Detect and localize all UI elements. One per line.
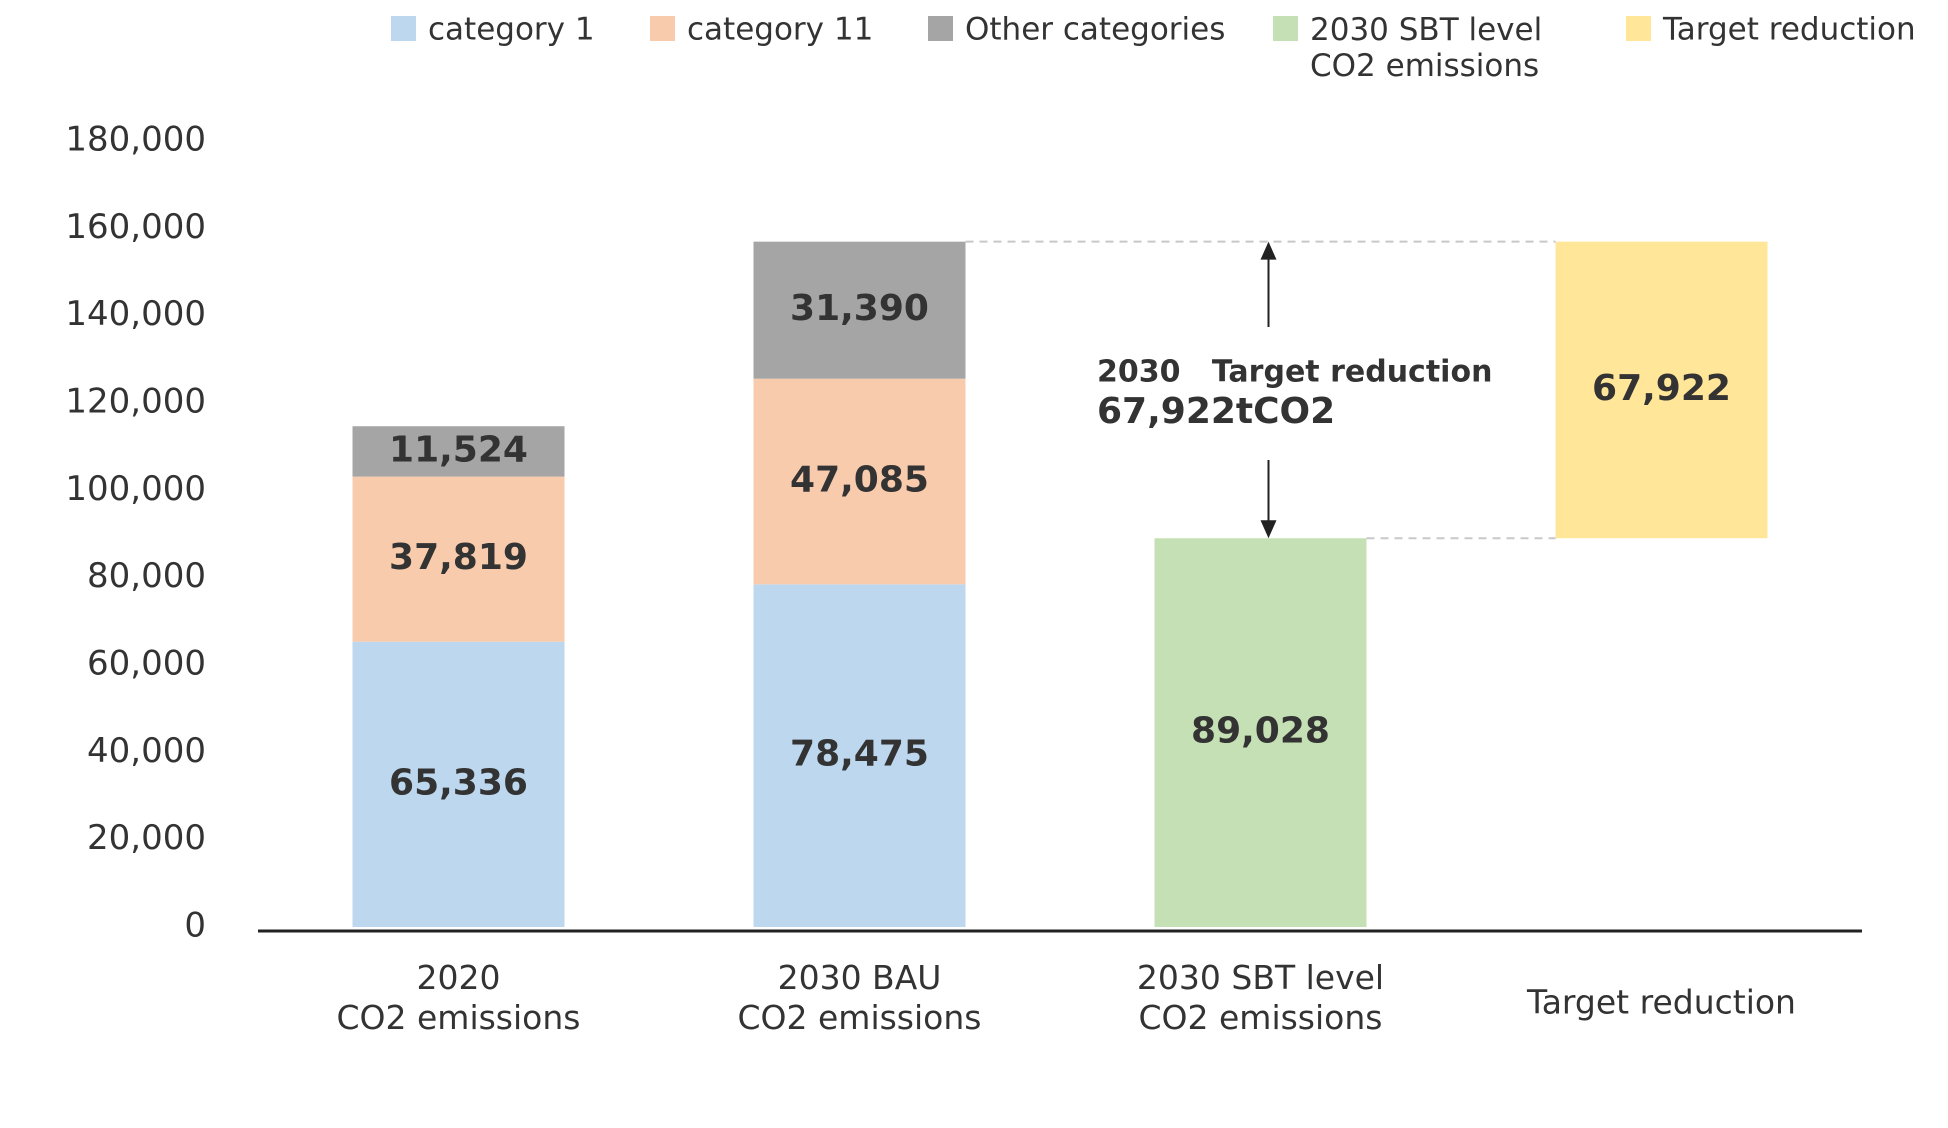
- legend-label: Other categories: [965, 12, 1225, 48]
- y-tick-label: 80,000: [87, 556, 206, 596]
- data-label: 65,336: [389, 762, 528, 803]
- y-tick-label: 40,000: [87, 731, 206, 771]
- data-label: 31,390: [790, 288, 929, 329]
- y-tick-label: 180,000: [65, 120, 206, 160]
- data-label: 67,922: [1592, 368, 1731, 409]
- data-label: 37,819: [389, 537, 528, 578]
- legend-swatch: [391, 16, 416, 41]
- legend-label: Target reduction: [1662, 12, 1916, 48]
- y-tick-label: 20,000: [87, 818, 206, 858]
- bar-segment: [1154, 538, 1367, 927]
- bar-segment: [753, 584, 966, 927]
- bar-segment: [753, 378, 966, 585]
- annotation-text: 67,922tCO2: [1097, 391, 1335, 432]
- data-label: 11,524: [389, 429, 528, 470]
- data-label: 89,028: [1191, 711, 1330, 752]
- y-tick-label: 0: [184, 906, 206, 946]
- y-tick-label: 120,000: [65, 382, 206, 422]
- legend-label: 2030 SBT level CO2 emissions: [1310, 12, 1542, 84]
- arrow-head: [1260, 241, 1277, 260]
- data-label: 47,085: [790, 460, 929, 501]
- legend-label: category 1: [428, 12, 595, 48]
- y-tick-label: 60,000: [87, 644, 206, 684]
- arrow-head: [1260, 520, 1277, 539]
- legend-swatch: [1626, 16, 1651, 41]
- y-tick-label: 100,000: [65, 469, 206, 509]
- x-tick-label: 2030 SBT level CO2 emissions: [1137, 958, 1384, 1037]
- bar-segment: [352, 641, 565, 927]
- data-label: 78,475: [790, 734, 929, 775]
- bar-segment: [352, 426, 565, 477]
- bar-segment: [352, 476, 565, 642]
- legend-swatch: [928, 16, 953, 41]
- x-tick-label: Target reduction: [1526, 983, 1796, 1022]
- y-tick-label: 160,000: [65, 207, 206, 247]
- legend-label: category 11: [687, 12, 873, 48]
- x-tick-label: 2020 CO2 emissions: [337, 958, 581, 1037]
- y-tick-label: 140,000: [65, 294, 206, 334]
- x-tick-label: 2030 BAU CO2 emissions: [738, 958, 982, 1037]
- legend-swatch: [650, 16, 675, 41]
- legend-swatch: [1273, 16, 1298, 41]
- bar-segment: [753, 241, 966, 379]
- bar-segment: [1555, 241, 1768, 539]
- annotation-title: 2030 Target reduction: [1097, 355, 1492, 390]
